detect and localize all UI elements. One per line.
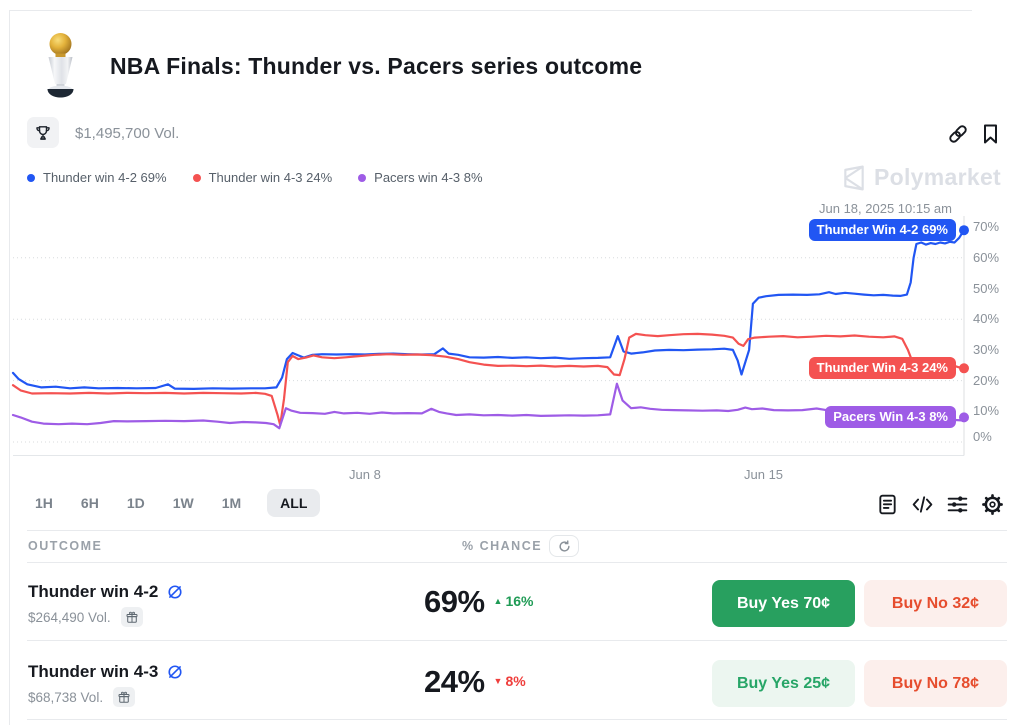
chance-value: 69% [424,584,485,619]
y-axis-label: 40% [973,311,1000,326]
legend-item-thunder-4-2[interactable]: Thunder win 4-2 69% [27,170,167,185]
chance-cell: 24% ▼ 8% [424,664,526,700]
outcome-chart-icon[interactable] [167,584,183,600]
legend-item-thunder-4-3[interactable]: Thunder win 4-3 24% [192,170,333,185]
chance-change-down: ▼ 8% [494,673,526,689]
outcome-row-volume: $68,738 Vol. [28,687,136,707]
chart-settings-sliders-icon[interactable] [947,494,968,515]
chart-hover-timestamp: Jun 18, 2025 10:15 am [819,201,952,216]
page-title: NBA Finals: Thunder vs. Pacers series ou… [110,53,643,79]
chart-pill-thunder-4-2: Thunder Win 4-2 69% [808,219,956,242]
legend-dot-red [192,173,201,182]
change-value: 8% [505,673,526,689]
outcome-name: Thunder win 4-2 [28,582,159,601]
gift-icon [118,691,130,703]
legend-dot-purple [358,173,367,182]
series-line-thunder-win-4-3 [11,332,966,427]
legend-label: Thunder win 4-2 69% [43,170,167,185]
polymarket-logo-icon [844,165,864,190]
change-value: 16% [505,593,534,609]
y-axis-label: 60% [973,249,1000,265]
outcome-row-name: Thunder win 4-2 [28,582,183,602]
legend-dot-blue [27,173,35,182]
up-arrow-icon: ▲ [493,596,503,606]
table-divider [27,640,1007,641]
table-divider [27,562,1007,563]
chance-change-up: ▲ 16% [494,593,534,609]
chance-column-header: % CHANCE [462,539,543,553]
x-axis-label-jun15: Jun 15 [744,467,784,482]
legend-label: Pacers win 4-3 8% [374,170,483,185]
chart-pill-pacers-4-3: Pacers Win 4-3 8% [825,406,956,429]
y-axis-label: 30% [973,342,1000,357]
page-border-top [9,10,972,11]
timeframe-1d[interactable]: 1D [125,489,147,517]
outcome-name: Thunder win 4-3 [28,662,159,681]
page-border-left [9,10,10,725]
embed-code-icon[interactable] [912,494,933,515]
polymarket-watermark: Polymarket [841,164,1001,191]
y-axis-label: 20% [973,372,1000,388]
outcome-volume-text: $68,738 Vol. [28,689,104,705]
rewards-gift-badge[interactable] [120,607,143,627]
table-divider [27,719,1007,720]
market-volume: $1,495,700 Vol. [75,125,180,142]
gear-icon[interactable] [982,494,1003,515]
table-divider [27,530,1007,531]
y-axis-label: 10% [973,403,1000,418]
series-end-dot-thunder-win-4-2 [959,225,969,236]
legend-item-pacers-4-3[interactable]: Pacers win 4-3 8% [358,170,483,185]
series-end-dot-pacers-win-4-3 [959,412,969,423]
gift-icon [126,611,138,623]
copy-link-icon[interactable] [948,124,968,144]
buy-yes-button-thunder-4-3[interactable]: Buy Yes 25¢ [712,660,855,707]
market-trophy-image [47,33,74,98]
rewards-gift-badge[interactable] [113,687,136,707]
refresh-icon [558,539,570,552]
outcome-row-volume: $264,490 Vol. [28,607,143,627]
chart-legend: Thunder win 4-2 69% Thunder win 4-3 24% … [27,170,483,185]
buy-yes-button-thunder-4-2[interactable]: Buy Yes 70¢ [712,580,855,627]
timeframe-1m[interactable]: 1M [220,489,243,517]
timeframe-6h[interactable]: 6H [79,489,101,517]
price-chart[interactable] [0,200,1022,462]
timeframe-all[interactable]: ALL [267,489,321,517]
down-arrow-icon: ▼ [493,676,503,686]
watermark-text: Polymarket [874,164,1002,190]
chart-pill-thunder-4-3: Thunder Win 4-3 24% [808,357,956,380]
chance-cell: 69% ▲ 16% [424,584,534,620]
outcome-chart-icon[interactable] [167,664,183,680]
outcome-volume-text: $264,490 Vol. [28,609,111,625]
series-line-thunder-win-4-2 [11,229,966,390]
timeframe-1h[interactable]: 1H [33,489,55,517]
y-axis-label: 70% [973,219,1000,234]
timeframe-1w[interactable]: 1W [171,489,196,517]
outcome-row-name: Thunder win 4-3 [28,662,183,682]
rules-document-icon[interactable] [877,494,898,515]
chart-tools [877,494,1003,515]
bookmark-icon[interactable] [982,124,999,144]
buy-no-button-thunder-4-3[interactable]: Buy No 78¢ [864,660,1007,707]
buy-no-button-thunder-4-2[interactable]: Buy No 32¢ [864,580,1007,627]
series-end-dot-thunder-win-4-3 [959,363,969,374]
y-axis-label: 50% [973,280,1000,296]
refresh-odds-button[interactable] [549,535,579,557]
legend-label: Thunder win 4-3 24% [208,170,333,185]
chance-value: 24% [424,664,485,699]
trophy-icon [36,125,50,140]
trophy-volume-badge [27,117,59,148]
x-axis-label-jun8: Jun 8 [349,467,381,482]
series-line-pacers-win-4-3 [11,382,966,430]
timeframe-selector: 1H 6H 1D 1W 1M ALL [33,489,321,517]
y-axis-label: 0% [973,429,992,444]
outcome-column-header: OUTCOME [28,539,103,553]
